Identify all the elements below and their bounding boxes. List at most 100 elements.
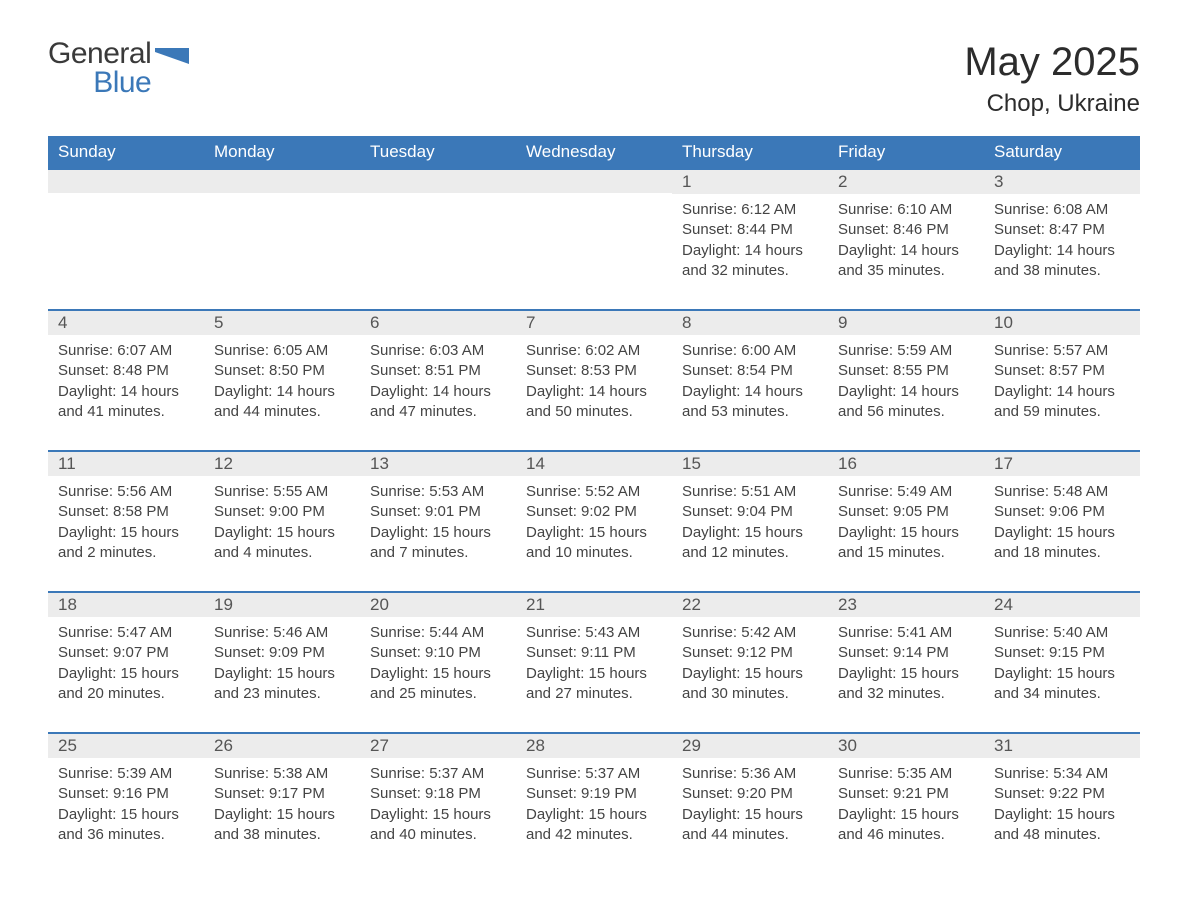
- day-cell: 25Sunrise: 5:39 AMSunset: 9:16 PMDayligh…: [48, 732, 204, 873]
- week-row: 25Sunrise: 5:39 AMSunset: 9:16 PMDayligh…: [48, 732, 1140, 873]
- day-number: 7: [516, 309, 672, 335]
- weekday-header-row: SundayMondayTuesdayWednesdayThursdayFrid…: [48, 136, 1140, 168]
- daylight-line: Daylight: 14 hours and 44 minutes.: [214, 382, 350, 423]
- day-details: Sunrise: 5:57 AMSunset: 8:57 PMDaylight:…: [984, 335, 1140, 422]
- day-cell: 14Sunrise: 5:52 AMSunset: 9:02 PMDayligh…: [516, 450, 672, 591]
- day-details: Sunrise: 5:53 AMSunset: 9:01 PMDaylight:…: [360, 476, 516, 563]
- day-cell: 24Sunrise: 5:40 AMSunset: 9:15 PMDayligh…: [984, 591, 1140, 732]
- day-details: Sunrise: 6:07 AMSunset: 8:48 PMDaylight:…: [48, 335, 204, 422]
- day-number: 17: [984, 450, 1140, 476]
- day-number: 24: [984, 591, 1140, 617]
- day-cell: 18Sunrise: 5:47 AMSunset: 9:07 PMDayligh…: [48, 591, 204, 732]
- day-cell: 2Sunrise: 6:10 AMSunset: 8:46 PMDaylight…: [828, 168, 984, 309]
- sunrise-line: Sunrise: 5:53 AM: [370, 482, 506, 502]
- sunset-line: Sunset: 8:44 PM: [682, 220, 818, 240]
- logo-line2: Blue: [48, 69, 151, 98]
- day-number: 22: [672, 591, 828, 617]
- sunset-line: Sunset: 9:21 PM: [838, 784, 974, 804]
- sunset-line: Sunset: 9:20 PM: [682, 784, 818, 804]
- day-cell: 9Sunrise: 5:59 AMSunset: 8:55 PMDaylight…: [828, 309, 984, 450]
- sunset-line: Sunset: 9:04 PM: [682, 502, 818, 522]
- sunset-line: Sunset: 8:48 PM: [58, 361, 194, 381]
- sunrise-line: Sunrise: 6:02 AM: [526, 341, 662, 361]
- day-details: Sunrise: 6:02 AMSunset: 8:53 PMDaylight:…: [516, 335, 672, 422]
- daylight-line: Daylight: 15 hours and 36 minutes.: [58, 805, 194, 846]
- day-details: Sunrise: 5:49 AMSunset: 9:05 PMDaylight:…: [828, 476, 984, 563]
- day-cell: 22Sunrise: 5:42 AMSunset: 9:12 PMDayligh…: [672, 591, 828, 732]
- sunset-line: Sunset: 8:54 PM: [682, 361, 818, 381]
- sunset-line: Sunset: 9:05 PM: [838, 502, 974, 522]
- day-number: 18: [48, 591, 204, 617]
- daylight-line: Daylight: 14 hours and 59 minutes.: [994, 382, 1130, 423]
- day-cell: 27Sunrise: 5:37 AMSunset: 9:18 PMDayligh…: [360, 732, 516, 873]
- daylight-line: Daylight: 15 hours and 18 minutes.: [994, 523, 1130, 564]
- sunset-line: Sunset: 9:16 PM: [58, 784, 194, 804]
- day-details: Sunrise: 6:03 AMSunset: 8:51 PMDaylight:…: [360, 335, 516, 422]
- sunrise-line: Sunrise: 5:51 AM: [682, 482, 818, 502]
- day-details: Sunrise: 6:12 AMSunset: 8:44 PMDaylight:…: [672, 194, 828, 281]
- sunset-line: Sunset: 9:01 PM: [370, 502, 506, 522]
- day-number: 16: [828, 450, 984, 476]
- sunrise-line: Sunrise: 5:52 AM: [526, 482, 662, 502]
- daylight-line: Daylight: 15 hours and 25 minutes.: [370, 664, 506, 705]
- sunrise-line: Sunrise: 5:37 AM: [370, 764, 506, 784]
- day-cell: 3Sunrise: 6:08 AMSunset: 8:47 PMDaylight…: [984, 168, 1140, 309]
- day-details: Sunrise: 5:48 AMSunset: 9:06 PMDaylight:…: [984, 476, 1140, 563]
- logo-line1: General: [48, 40, 151, 69]
- sunset-line: Sunset: 8:50 PM: [214, 361, 350, 381]
- day-number: 13: [360, 450, 516, 476]
- sunrise-line: Sunrise: 6:07 AM: [58, 341, 194, 361]
- sunrise-line: Sunrise: 5:48 AM: [994, 482, 1130, 502]
- day-cell: 6Sunrise: 6:03 AMSunset: 8:51 PMDaylight…: [360, 309, 516, 450]
- sunset-line: Sunset: 9:09 PM: [214, 643, 350, 663]
- daylight-line: Daylight: 15 hours and 30 minutes.: [682, 664, 818, 705]
- sunrise-line: Sunrise: 6:05 AM: [214, 341, 350, 361]
- day-details: Sunrise: 6:00 AMSunset: 8:54 PMDaylight:…: [672, 335, 828, 422]
- day-details: Sunrise: 6:08 AMSunset: 8:47 PMDaylight:…: [984, 194, 1140, 281]
- sunset-line: Sunset: 9:12 PM: [682, 643, 818, 663]
- week-row: 18Sunrise: 5:47 AMSunset: 9:07 PMDayligh…: [48, 591, 1140, 732]
- daylight-line: Daylight: 14 hours and 47 minutes.: [370, 382, 506, 423]
- weekday-header: Tuesday: [360, 136, 516, 168]
- sunrise-line: Sunrise: 5:41 AM: [838, 623, 974, 643]
- sunrise-line: Sunrise: 5:46 AM: [214, 623, 350, 643]
- empty-day-bar: [48, 168, 204, 193]
- day-cell: 10Sunrise: 5:57 AMSunset: 8:57 PMDayligh…: [984, 309, 1140, 450]
- day-number: 6: [360, 309, 516, 335]
- day-details: Sunrise: 5:37 AMSunset: 9:18 PMDaylight:…: [360, 758, 516, 845]
- calendar: SundayMondayTuesdayWednesdayThursdayFrid…: [48, 136, 1140, 873]
- sunset-line: Sunset: 8:55 PM: [838, 361, 974, 381]
- daylight-line: Daylight: 15 hours and 2 minutes.: [58, 523, 194, 564]
- day-cell: 30Sunrise: 5:35 AMSunset: 9:21 PMDayligh…: [828, 732, 984, 873]
- weekday-header: Thursday: [672, 136, 828, 168]
- sunset-line: Sunset: 9:15 PM: [994, 643, 1130, 663]
- day-details: Sunrise: 5:41 AMSunset: 9:14 PMDaylight:…: [828, 617, 984, 704]
- daylight-line: Daylight: 15 hours and 20 minutes.: [58, 664, 194, 705]
- page-subtitle: Chop, Ukraine: [964, 90, 1140, 118]
- day-number: 23: [828, 591, 984, 617]
- day-number: 12: [204, 450, 360, 476]
- sunset-line: Sunset: 9:11 PM: [526, 643, 662, 663]
- day-cell: [204, 168, 360, 309]
- daylight-line: Daylight: 15 hours and 44 minutes.: [682, 805, 818, 846]
- sunrise-line: Sunrise: 5:43 AM: [526, 623, 662, 643]
- day-number: 21: [516, 591, 672, 617]
- day-number: 8: [672, 309, 828, 335]
- flag-icon: [155, 48, 189, 72]
- day-number: 2: [828, 168, 984, 194]
- day-details: Sunrise: 5:42 AMSunset: 9:12 PMDaylight:…: [672, 617, 828, 704]
- day-details: Sunrise: 5:37 AMSunset: 9:19 PMDaylight:…: [516, 758, 672, 845]
- week-row: 1Sunrise: 6:12 AMSunset: 8:44 PMDaylight…: [48, 168, 1140, 309]
- daylight-line: Daylight: 15 hours and 34 minutes.: [994, 664, 1130, 705]
- day-number: 26: [204, 732, 360, 758]
- sunset-line: Sunset: 9:00 PM: [214, 502, 350, 522]
- daylight-line: Daylight: 14 hours and 50 minutes.: [526, 382, 662, 423]
- day-cell: 19Sunrise: 5:46 AMSunset: 9:09 PMDayligh…: [204, 591, 360, 732]
- day-details: Sunrise: 5:46 AMSunset: 9:09 PMDaylight:…: [204, 617, 360, 704]
- sunrise-line: Sunrise: 5:59 AM: [838, 341, 974, 361]
- daylight-line: Daylight: 14 hours and 35 minutes.: [838, 241, 974, 282]
- week-row: 11Sunrise: 5:56 AMSunset: 8:58 PMDayligh…: [48, 450, 1140, 591]
- daylight-line: Daylight: 15 hours and 40 minutes.: [370, 805, 506, 846]
- day-details: Sunrise: 5:40 AMSunset: 9:15 PMDaylight:…: [984, 617, 1140, 704]
- sunset-line: Sunset: 8:57 PM: [994, 361, 1130, 381]
